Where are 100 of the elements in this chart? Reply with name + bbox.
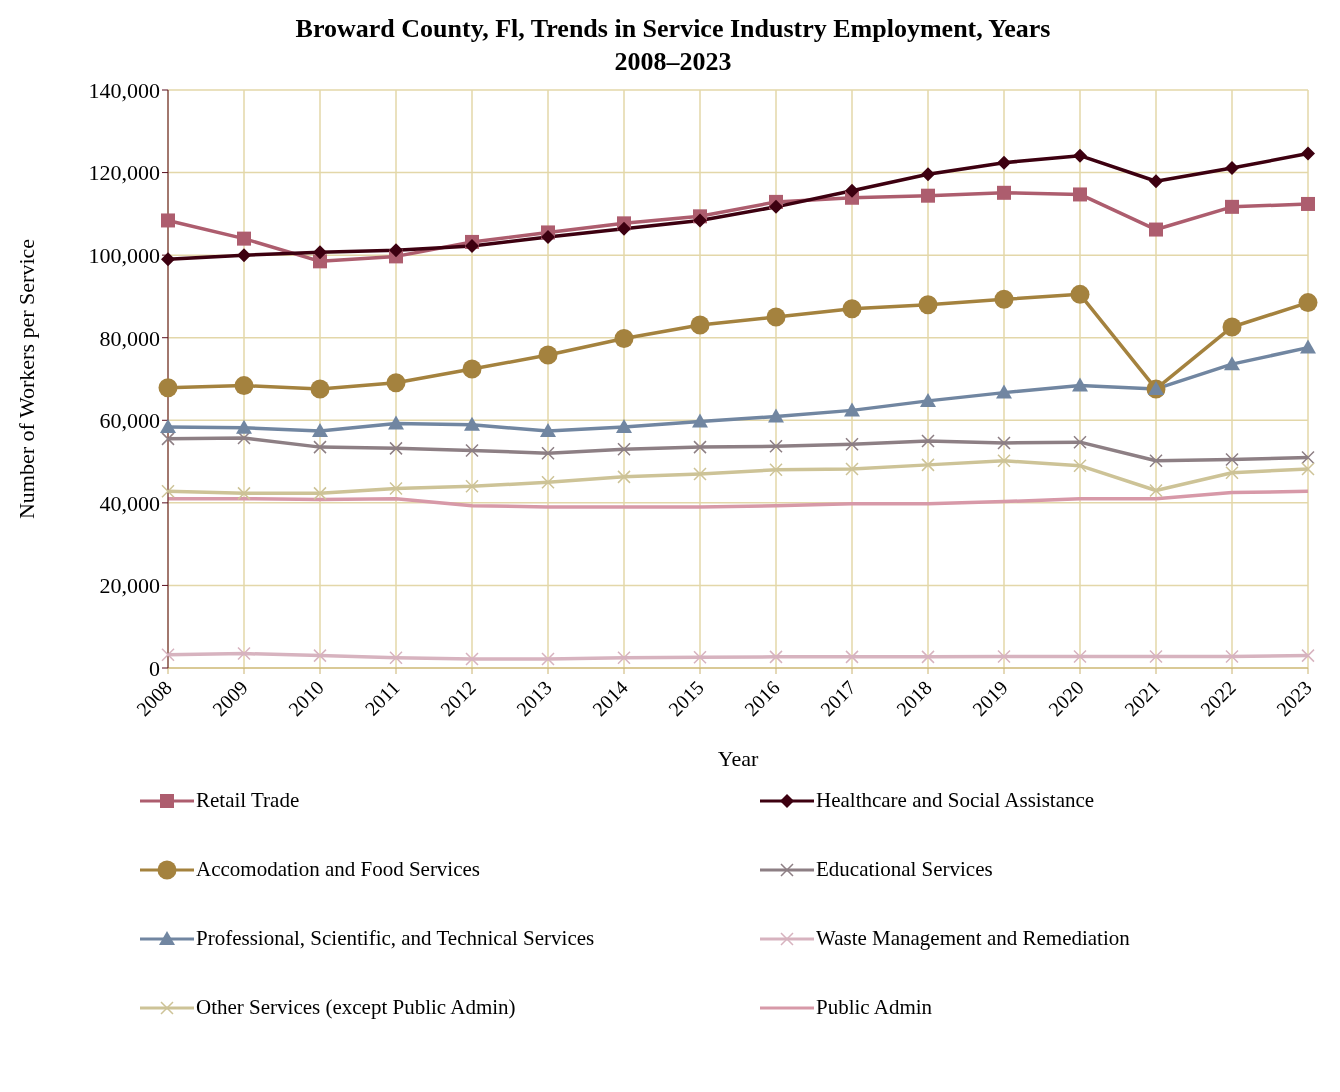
- point: [997, 155, 1011, 170]
- point: [690, 315, 710, 335]
- point: [1225, 465, 1239, 480]
- point: [1300, 339, 1316, 354]
- point: [1301, 648, 1315, 663]
- point: [921, 458, 935, 472]
- legend-label: Waste Management and Remediation: [816, 926, 1130, 951]
- point: [465, 443, 479, 458]
- point: [389, 650, 403, 665]
- y-tick-label: 60,000: [99, 408, 160, 434]
- legend-label: Accomodation and Food Services: [196, 857, 481, 882]
- point: [845, 183, 859, 198]
- line-series: [166, 489, 1310, 509]
- point: [236, 419, 252, 434]
- point: [996, 384, 1012, 399]
- point: [312, 423, 328, 438]
- point: [389, 481, 403, 496]
- point: [465, 239, 479, 254]
- legend-label: Professional, Scientific, and Technical Services: [196, 926, 595, 951]
- point: [1149, 174, 1163, 189]
- point: [1301, 196, 1315, 211]
- point: [845, 650, 859, 664]
- point: [1073, 458, 1087, 473]
- point: [161, 252, 175, 267]
- point: [538, 345, 558, 365]
- point: [541, 475, 555, 489]
- point: [389, 441, 403, 456]
- point: [161, 213, 175, 228]
- legend-label: Other Services (except Public Admin): [196, 995, 516, 1020]
- point: [921, 434, 935, 448]
- point: [769, 439, 783, 454]
- point: [388, 415, 404, 430]
- point: [541, 229, 555, 244]
- point: [845, 437, 859, 451]
- point: [768, 408, 784, 423]
- point: [462, 359, 482, 379]
- point: [994, 289, 1014, 309]
- point: [918, 295, 938, 315]
- point: [313, 245, 327, 260]
- y-tick-label: 140,000: [88, 77, 160, 103]
- point: [1222, 317, 1242, 337]
- y-tick-label: 100,000: [88, 242, 160, 268]
- point: [237, 231, 251, 246]
- point: [920, 392, 936, 407]
- point: [1225, 452, 1239, 467]
- legend-label: Retail Trade: [196, 788, 300, 813]
- point: [997, 185, 1011, 200]
- point: [540, 423, 556, 438]
- x-axis-title: Year: [717, 746, 759, 771]
- point: [161, 484, 175, 499]
- point: [1149, 454, 1163, 468]
- point: [1149, 222, 1163, 237]
- point: [161, 648, 175, 662]
- point: [464, 416, 480, 431]
- point: [541, 446, 555, 461]
- point: [693, 213, 707, 228]
- point: [1149, 483, 1163, 498]
- point: [1149, 649, 1163, 664]
- y-tick-label: 80,000: [99, 325, 160, 351]
- point: [1225, 161, 1239, 176]
- point: [921, 650, 935, 664]
- point: [313, 486, 327, 501]
- legend-label: Healthcare and Social Assistance: [816, 788, 1095, 813]
- point: [313, 648, 327, 663]
- point: [1224, 356, 1240, 371]
- y-axis-title: Number of Workers per Service: [13, 238, 39, 520]
- point: [1301, 146, 1315, 161]
- point: [161, 432, 175, 446]
- point: [616, 418, 632, 433]
- point: [1301, 450, 1315, 465]
- point: [997, 649, 1011, 664]
- point: [617, 221, 631, 236]
- point: [1298, 293, 1318, 313]
- point: [617, 470, 631, 484]
- point: [237, 486, 251, 501]
- point: [693, 650, 707, 665]
- point: [997, 436, 1011, 450]
- point: [1070, 284, 1090, 304]
- y-tick-label: 120,000: [88, 160, 160, 186]
- point: [769, 650, 783, 664]
- point: [1073, 148, 1087, 163]
- point: [158, 378, 178, 398]
- point: [1225, 199, 1239, 214]
- point: [769, 463, 783, 477]
- point: [237, 431, 251, 445]
- point: [160, 418, 176, 433]
- point: [465, 479, 479, 494]
- point: [237, 248, 251, 263]
- point: [1301, 462, 1315, 476]
- point: [237, 646, 251, 661]
- point: [389, 243, 403, 258]
- point: [1073, 435, 1087, 449]
- y-tick-label: 0: [149, 655, 160, 681]
- point: [1073, 649, 1087, 664]
- point: [845, 462, 859, 476]
- point: [313, 440, 327, 454]
- point: [310, 379, 330, 399]
- point: [541, 652, 555, 666]
- point: [692, 413, 708, 428]
- point: [1225, 649, 1239, 664]
